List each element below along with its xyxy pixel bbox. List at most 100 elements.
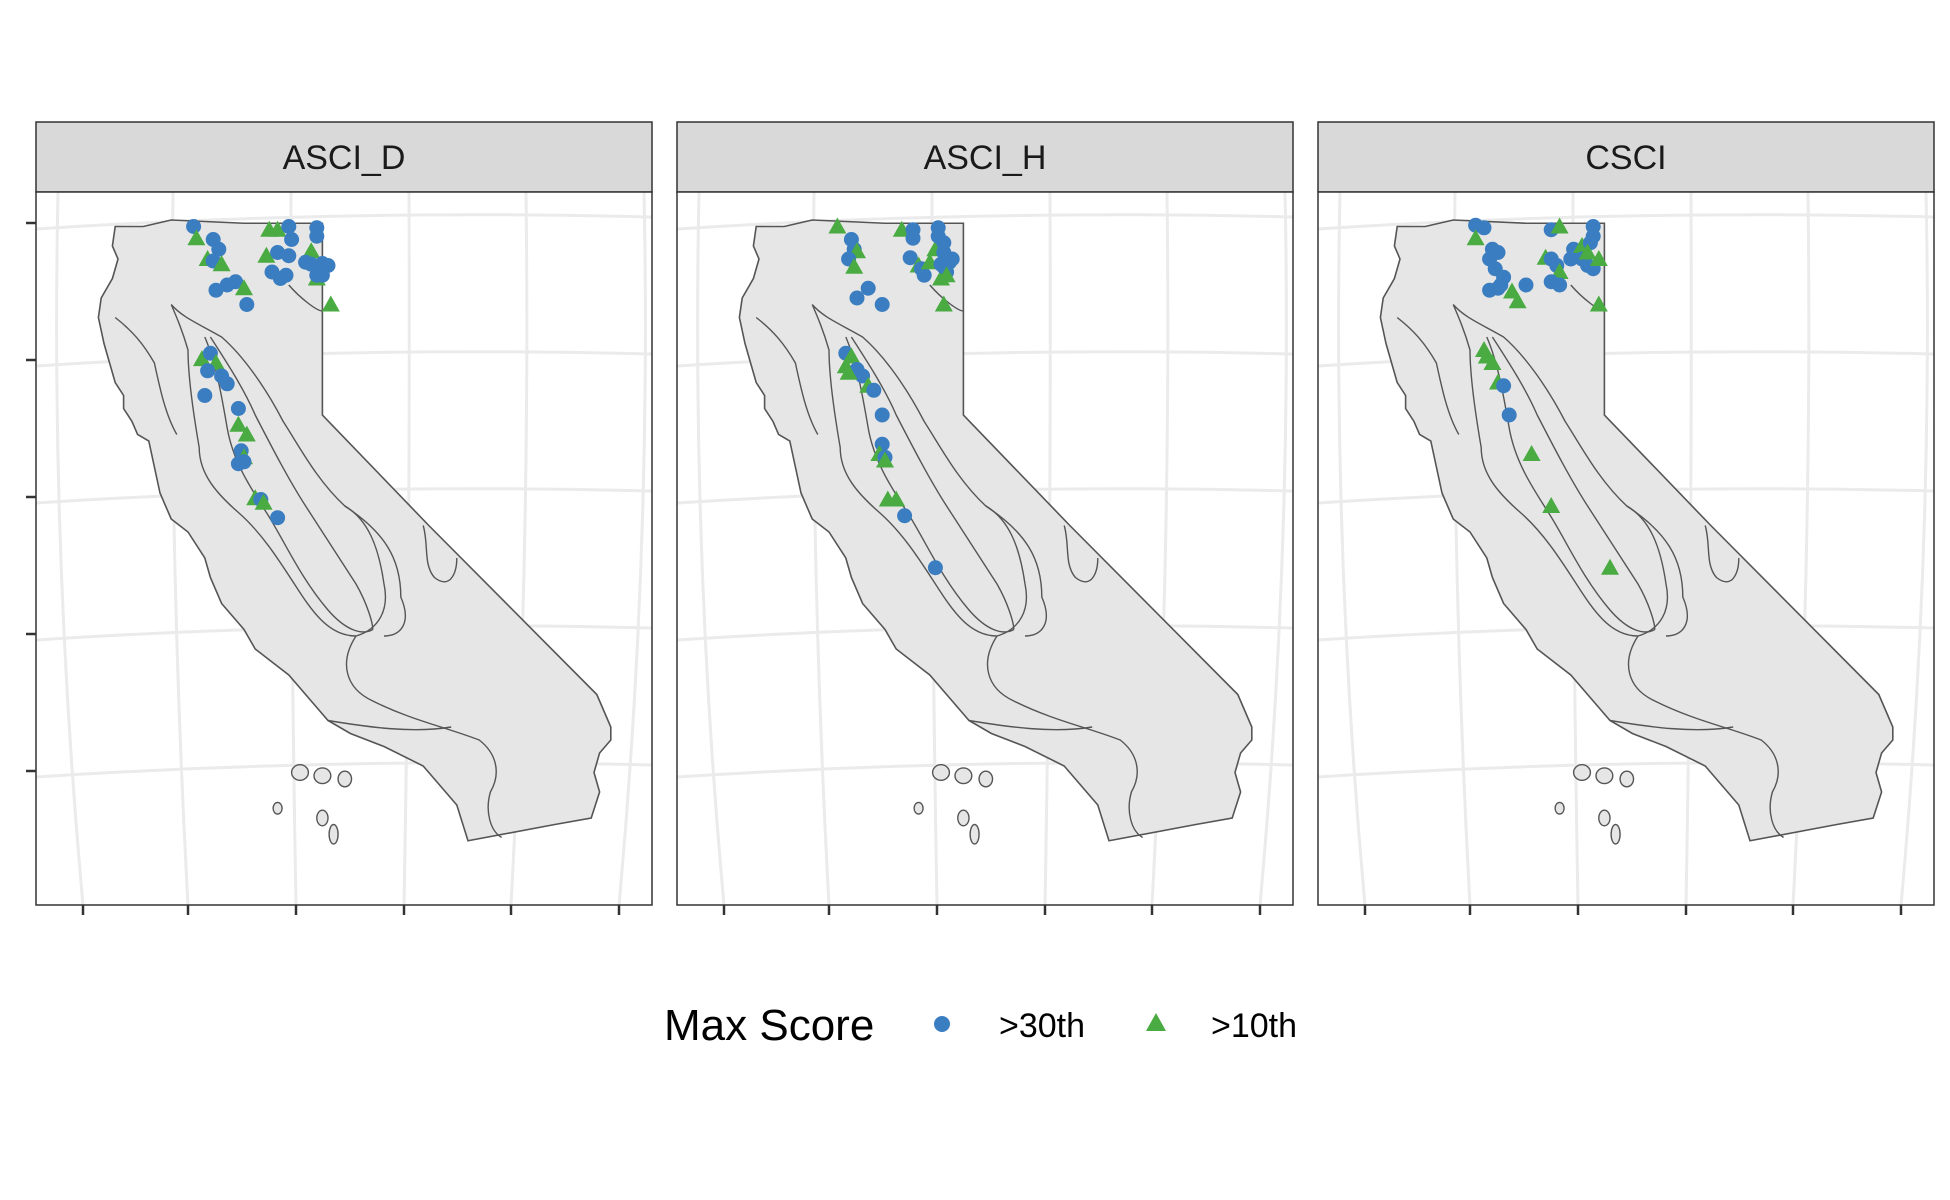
- island: [1598, 809, 1611, 827]
- site-point-above-10th: [887, 490, 906, 507]
- site-point-above-30th: [219, 376, 235, 392]
- site-point-above-30th: [1501, 407, 1517, 423]
- island: [290, 764, 310, 782]
- site-point-above-30th: [866, 382, 882, 398]
- map-panel: ASCI_H: [676, 121, 1294, 915]
- site-point-above-10th: [839, 363, 858, 380]
- site-point-above-10th: [1601, 558, 1619, 575]
- site-point-above-30th: [303, 256, 319, 272]
- site-point-above-30th: [270, 510, 286, 526]
- island: [978, 770, 994, 788]
- plot-area: [677, 192, 1293, 905]
- site-point-above-10th: [193, 350, 211, 367]
- facet-strip: [1317, 121, 1935, 193]
- site-point-above-30th: [897, 508, 913, 524]
- facet-strip: [35, 121, 653, 193]
- facet-title: CSCI: [1585, 139, 1666, 177]
- plot-area: [1318, 192, 1934, 905]
- legend-key-circle-icon: [934, 1016, 950, 1032]
- map-panel: ASCI_D: [26, 121, 653, 915]
- site-point-above-10th: [302, 242, 321, 259]
- site-point-above-10th: [321, 295, 340, 312]
- site-point-above-30th: [239, 297, 255, 312]
- site-point-above-10th: [876, 451, 894, 468]
- site-point-above-30th: [228, 274, 244, 290]
- site-point-above-10th: [934, 295, 953, 312]
- site-point-above-30th: [186, 219, 202, 234]
- island: [1619, 770, 1635, 788]
- site-point-above-30th: [309, 228, 325, 244]
- site-point-above-10th: [937, 266, 956, 283]
- site-point-above-30th: [902, 250, 918, 266]
- site-point-above-30th: [1496, 378, 1512, 394]
- site-point-above-30th: [1552, 277, 1568, 293]
- site-point-above-30th: [1493, 277, 1509, 293]
- legend-key-triangle-icon: [1146, 1013, 1166, 1031]
- site-point-above-30th: [860, 280, 876, 296]
- site-point-above-30th: [927, 560, 943, 576]
- site-point-above-30th: [208, 282, 224, 298]
- island: [1572, 764, 1592, 782]
- site-point-above-30th: [1518, 277, 1534, 293]
- site-point-above-30th: [916, 267, 932, 283]
- site-point-above-30th: [200, 363, 216, 379]
- island: [913, 801, 924, 815]
- island: [316, 809, 329, 827]
- island: [313, 767, 332, 785]
- legend-label-above-10th: >10th: [1211, 1007, 1297, 1045]
- island: [957, 809, 970, 827]
- site-point-above-30th: [905, 230, 921, 246]
- island: [1554, 801, 1565, 815]
- site-point-above-10th: [1589, 295, 1608, 312]
- site-point-above-30th: [284, 232, 300, 247]
- site-point-above-10th: [268, 220, 287, 237]
- site-point-above-30th: [281, 219, 297, 234]
- site-point-above-30th: [272, 271, 288, 286]
- panel-frame: [1317, 191, 1935, 906]
- site-point-above-30th: [849, 290, 865, 306]
- site-point-above-10th: [1589, 250, 1608, 266]
- site-point-above-10th: [254, 493, 273, 510]
- island: [954, 767, 973, 785]
- island: [337, 770, 353, 788]
- site-point-above-10th: [1466, 229, 1485, 246]
- island: [931, 764, 951, 782]
- island: [328, 823, 339, 845]
- site-point-above-10th: [212, 255, 231, 272]
- site-point-above-30th: [236, 454, 252, 470]
- island: [969, 823, 980, 845]
- site-point-above-30th: [1482, 282, 1498, 298]
- site-point-above-10th: [845, 257, 864, 274]
- island: [272, 801, 283, 815]
- site-point-above-10th: [237, 425, 256, 442]
- facet-title: ASCI_H: [924, 139, 1047, 177]
- site-point-above-30th: [281, 248, 297, 264]
- site-point-above-30th: [202, 345, 218, 361]
- site-point-above-10th: [1578, 243, 1597, 260]
- site-point-above-30th: [211, 241, 227, 257]
- site-point-above-10th: [1550, 217, 1569, 234]
- site-point-above-30th: [230, 401, 246, 416]
- map-panel: CSCI: [1317, 121, 1935, 915]
- site-point-above-30th: [855, 368, 871, 384]
- site-point-above-30th: [314, 267, 330, 283]
- island: [1610, 823, 1621, 845]
- legend: Max Score >30th >10th: [664, 1001, 1297, 1050]
- legend-label-above-30th: >30th: [999, 1007, 1085, 1045]
- plot-area: [36, 192, 652, 905]
- site-point-above-10th: [1522, 445, 1541, 461]
- legend-title: Max Score: [664, 1001, 874, 1050]
- site-point-above-10th: [257, 246, 276, 263]
- site-point-above-30th: [874, 407, 890, 423]
- site-point-above-10th: [187, 229, 206, 246]
- site-point-above-10th: [828, 217, 847, 234]
- panel-frame: [35, 191, 653, 906]
- site-point-above-10th: [1508, 292, 1527, 309]
- site-point-above-10th: [235, 279, 253, 296]
- site-point-above-30th: [874, 297, 890, 312]
- island: [1595, 767, 1614, 785]
- site-point-above-10th: [1550, 263, 1569, 279]
- site-point-above-30th: [936, 245, 952, 260]
- site-point-above-10th: [1483, 354, 1502, 370]
